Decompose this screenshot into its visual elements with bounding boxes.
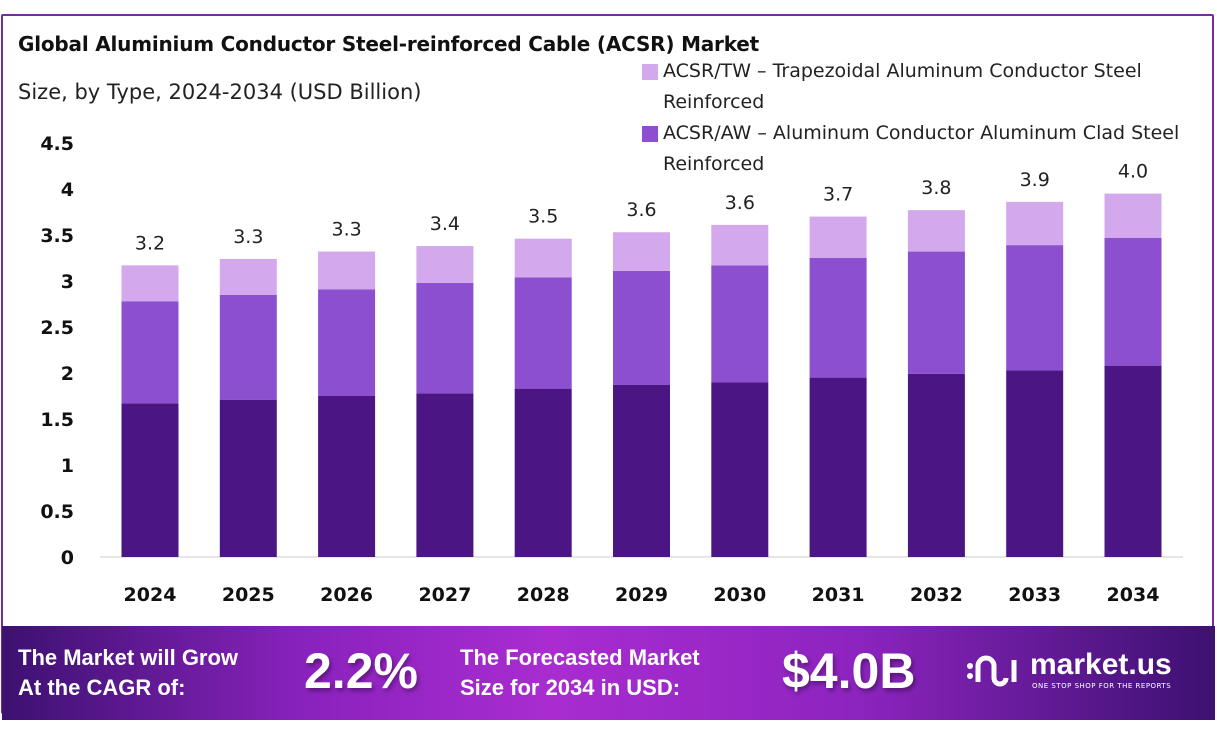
- total-data-label: 3.4: [430, 213, 460, 235]
- y-tick-label: 0: [61, 547, 74, 569]
- bar-segment-series-0: [121, 403, 179, 557]
- summary-banner: The Market will Grow At the CAGR of: 2.2…: [2, 626, 1215, 720]
- total-data-label: 4.0: [1118, 161, 1148, 183]
- bar-segment-series-2: [121, 265, 179, 302]
- y-tick-label: 4: [61, 179, 74, 201]
- bar-segment-series-1: [809, 258, 867, 378]
- bar-segment-series-2: [809, 216, 867, 258]
- y-tick-label: 1: [61, 455, 74, 477]
- bar-segment-series-1: [1104, 237, 1162, 366]
- bar-segment-series-0: [1006, 370, 1064, 557]
- y-tick-label: 2: [61, 363, 74, 385]
- bar-segment-series-0: [1104, 365, 1162, 557]
- forecast-value: $4.0B: [782, 643, 916, 699]
- bar-segment-series-1: [514, 277, 572, 389]
- y-tick-label: 1.5: [40, 409, 74, 431]
- legend-label: ACSR/AW – Aluminum Conductor Aluminum Cl…: [663, 122, 1180, 175]
- total-data-label: 3.7: [823, 184, 853, 206]
- x-tick-label: 2025: [222, 584, 275, 606]
- total-data-label: 3.6: [626, 199, 656, 221]
- bar-segment-series-2: [1006, 201, 1064, 246]
- bar-segment-series-0: [219, 399, 277, 557]
- total-data-label: 3.9: [1020, 169, 1050, 191]
- bar-segment-series-2: [318, 251, 376, 290]
- bar-segment-series-0: [613, 384, 670, 557]
- total-data-label: 3.3: [233, 226, 263, 248]
- forecast-label-line2: Size for 2034 in USD:: [460, 675, 681, 700]
- bar-segment-series-2: [219, 258, 277, 295]
- bar-segment-series-0: [318, 396, 376, 557]
- total-data-label: 3.5: [528, 206, 558, 228]
- stacked-bar-chart: 0 0.5 1 1.5 2 2.5 3 3.5 4 4.5 3.2 2024 3.3 2025 3.3 202…: [40, 133, 1183, 606]
- forecast-label: The Forecasted Market Size for 2034 in U…: [460, 643, 700, 703]
- bar-segment-series-2: [514, 238, 572, 278]
- legend-swatch: [642, 64, 658, 80]
- logo-tagline: ONE STOP SHOP FOR THE REPORTS: [1032, 682, 1172, 690]
- bar-segment-series-2: [416, 246, 474, 283]
- y-tick-label: 4.5: [40, 133, 74, 155]
- cagr-label-line1: The Market will Grow: [18, 645, 239, 670]
- bar-segment-series-1: [1006, 245, 1064, 371]
- total-data-label: 3.2: [135, 232, 165, 254]
- legend-swatch: [642, 126, 658, 142]
- x-tick-label: 2031: [812, 584, 865, 606]
- bar-segment-series-1: [416, 282, 474, 394]
- x-tick-label: 2028: [517, 584, 570, 606]
- x-tick-label: 2024: [124, 584, 177, 606]
- x-tick-label: 2026: [320, 584, 373, 606]
- total-data-label: 3.3: [331, 219, 361, 241]
- bar-segment-series-0: [711, 382, 769, 557]
- bar-segment-series-1: [121, 301, 179, 404]
- x-tick-label: 2032: [910, 584, 963, 606]
- legend-item-acsr-aw: ACSR/AW – Aluminum Conductor Aluminum Cl…: [638, 118, 1198, 180]
- y-tick-label: 0.5: [40, 501, 74, 523]
- y-tick-label: 3: [61, 271, 74, 293]
- legend-item-acsr-tw: ACSR/TW – Trapezoidal Aluminum Conductor…: [638, 56, 1198, 118]
- bar-segment-series-0: [416, 393, 474, 557]
- bar-segment-series-0: [907, 373, 965, 557]
- bar-segment-series-1: [711, 265, 769, 383]
- logo-mark-icon: [967, 655, 1017, 687]
- bar-segment-series-0: [809, 377, 867, 557]
- x-tick-label: 2033: [1008, 584, 1061, 606]
- chart-title: Global Aluminium Conductor Steel-reinfor…: [18, 32, 760, 56]
- market-us-logo: market.us ONE STOP SHOP FOR THE REPORTS: [964, 648, 1172, 696]
- forecast-label-line1: The Forecasted Market: [460, 645, 700, 670]
- bar-segment-series-1: [318, 289, 376, 396]
- cagr-label: The Market will Grow At the CAGR of:: [18, 643, 238, 703]
- bar-segment-series-1: [219, 294, 277, 400]
- logo-name: market.us: [1030, 648, 1172, 681]
- chart-subtitle: Size, by Type, 2024-2034 (USD Billion): [18, 80, 422, 104]
- bar-segment-series-2: [907, 210, 965, 252]
- x-tick-label: 2029: [615, 584, 668, 606]
- cagr-label-line2: At the CAGR of:: [18, 675, 186, 700]
- x-tick-label: 2034: [1107, 584, 1160, 606]
- total-data-label: 3.6: [725, 192, 755, 214]
- y-tick-label: 3.5: [40, 225, 74, 247]
- y-tick-label: 2.5: [40, 317, 74, 339]
- legend: ACSR/TW – Trapezoidal Aluminum Conductor…: [638, 56, 1198, 180]
- bar-segment-series-2: [711, 224, 769, 266]
- legend-label: ACSR/TW – Trapezoidal Aluminum Conductor…: [663, 60, 1142, 113]
- cagr-value: 2.2%: [304, 643, 418, 699]
- bar-segment-series-0: [514, 388, 572, 557]
- x-tick-label: 2027: [418, 584, 471, 606]
- bar-segment-series-1: [907, 251, 965, 374]
- bar-segment-series-1: [613, 270, 670, 385]
- bar-segment-series-2: [613, 232, 670, 271]
- x-tick-label: 2030: [713, 584, 766, 606]
- bar-segment-series-2: [1104, 193, 1162, 238]
- total-data-label: 3.8: [921, 177, 951, 199]
